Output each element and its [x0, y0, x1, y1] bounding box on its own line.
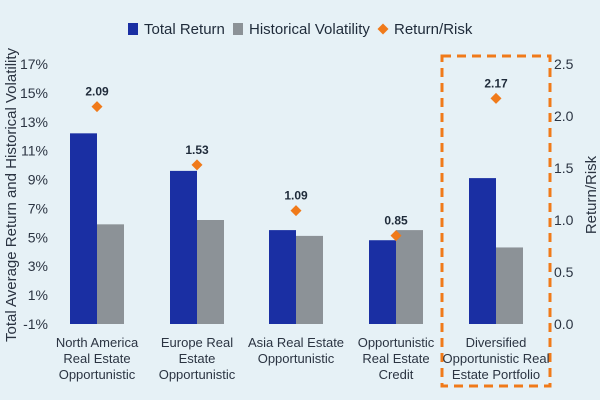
y-tick-label: -1% — [23, 316, 48, 332]
return-risk-label: 1.09 — [284, 189, 308, 203]
category-label: Europe Real — [161, 335, 233, 350]
return-risk-label: 0.85 — [384, 214, 408, 228]
category-label: Estate Portfolio — [452, 367, 540, 382]
category-label: Asia Real Estate — [248, 335, 344, 350]
return-risk-marker — [91, 101, 103, 113]
category-label: Opportunistic — [358, 335, 435, 350]
legend-swatch — [377, 23, 389, 35]
total-return-bar — [369, 240, 396, 324]
volatility-bar — [197, 220, 224, 324]
return-risk-label: 2.09 — [85, 85, 109, 99]
legend-swatch — [128, 23, 138, 35]
y-tick-label: 1% — [28, 287, 48, 303]
y2-tick-label: 1.0 — [554, 212, 574, 228]
total-return-bar — [469, 178, 496, 324]
y-tick-label: 3% — [28, 258, 48, 274]
y2-tick-label: 2.0 — [554, 108, 574, 124]
total-return-bar — [170, 170, 197, 324]
category-label: Real Estate — [63, 351, 130, 366]
y-tick-label: 17% — [20, 56, 48, 72]
y-tick-label: 13% — [20, 114, 48, 130]
volatility-bar — [496, 247, 523, 324]
category-label: Estate — [179, 351, 216, 366]
legend-label: Total Return — [144, 21, 225, 38]
y2-axis-title: Return/Risk — [583, 155, 600, 234]
y-tick-label: 9% — [28, 172, 48, 188]
y2-tick-label: 1.5 — [554, 160, 574, 176]
y2-tick-label: 2.5 — [554, 56, 574, 72]
legend-label: Return/Risk — [394, 21, 473, 38]
category-label: Real Estate — [362, 351, 429, 366]
return-risk-marker — [390, 230, 402, 242]
volatility-bar — [296, 235, 323, 324]
return-risk-label: 1.53 — [185, 143, 209, 157]
y2-tick-label: 0.0 — [554, 316, 574, 332]
category-label: Opportunistic — [59, 367, 136, 382]
return-risk-marker — [290, 205, 302, 217]
category-label: North America — [56, 335, 139, 350]
return-risk-label: 2.17 — [484, 76, 508, 90]
legend-swatch — [233, 23, 243, 35]
return-risk-marker — [191, 159, 203, 171]
category-label: Opportunistic Real — [443, 351, 550, 366]
total-return-bar — [269, 230, 296, 324]
category-label: Opportunistic — [258, 351, 335, 366]
highlight-box — [440, 54, 552, 388]
volatility-bar — [97, 224, 124, 324]
category-label: Credit — [379, 367, 414, 382]
total-return-bar — [70, 133, 97, 324]
y2-tick-label: 0.5 — [554, 264, 574, 280]
volatility-bar — [396, 230, 423, 324]
category-label: Opportunistic — [159, 367, 236, 382]
return-risk-marker — [490, 92, 502, 104]
y-axis-title: Total Average Return and Historical Vola… — [3, 47, 20, 342]
y-tick-label: 7% — [28, 200, 48, 216]
legend-label: Historical Volatility — [249, 21, 370, 38]
y-tick-label: 15% — [20, 85, 48, 101]
y-tick-label: 5% — [28, 229, 48, 245]
y-tick-label: 11% — [21, 143, 48, 159]
category-label: Diversified — [466, 335, 527, 350]
